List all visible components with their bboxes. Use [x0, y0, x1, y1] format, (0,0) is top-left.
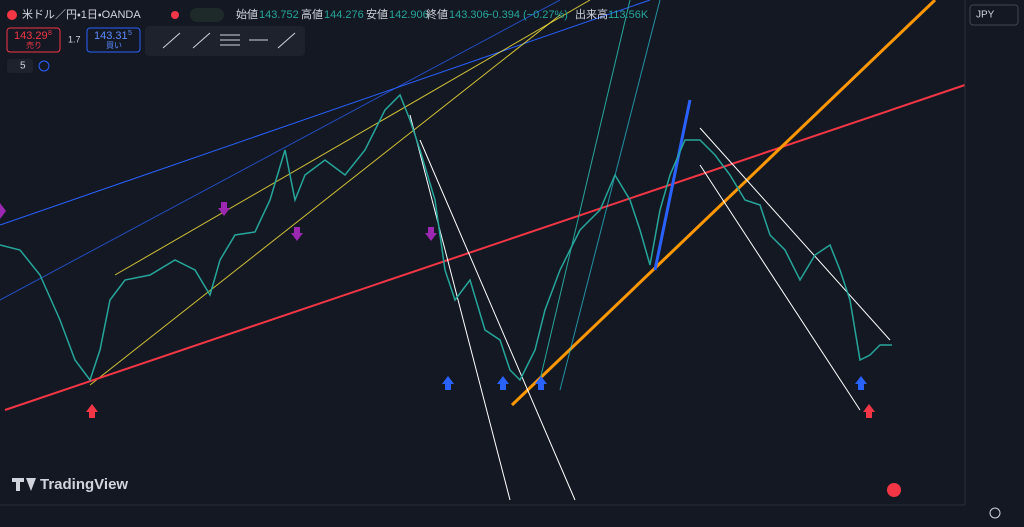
arrow-up: [442, 376, 454, 390]
trendline: [699, 164, 861, 411]
drawings: [0, 0, 966, 501]
high-label: 高値: [301, 7, 323, 21]
sell-price[interactable]: 143.29: [14, 30, 48, 42]
change: −0.394 (−0.27%): [486, 9, 568, 21]
arrow-down: [425, 227, 437, 241]
indicator-icon[interactable]: [38, 60, 50, 72]
trendline: [89, 14, 561, 386]
tool-icon[interactable]: [277, 32, 296, 49]
buy-button[interactable]: [86, 27, 141, 53]
trendline: [653, 99, 692, 271]
logo: TradingView: [40, 476, 128, 493]
tool-icons: [162, 32, 296, 49]
currency-button[interactable]: [969, 4, 1019, 26]
trendline: [419, 139, 576, 501]
arrow-down: [291, 227, 303, 241]
buy-price[interactable]: 143.31: [94, 30, 128, 42]
status-pill: [190, 8, 224, 22]
arrow-up: [497, 376, 509, 390]
trendline: [409, 114, 511, 501]
signal-arrows: [0, 202, 875, 418]
logo-icon: [12, 478, 36, 491]
buy-sup[interactable]: 5: [128, 30, 132, 37]
arrow-up: [855, 376, 867, 390]
open: 143.752: [259, 9, 299, 21]
indicator-toggle[interactable]: [7, 59, 33, 73]
arrow-up: [535, 376, 547, 390]
trendline: [510, 0, 937, 407]
price-axis: [965, 0, 1024, 505]
tool-icon[interactable]: [192, 32, 211, 49]
sell-label[interactable]: 売り: [26, 40, 42, 50]
low-label: 安値: [366, 8, 388, 21]
trendline: [559, 0, 661, 391]
arrow-down: [218, 202, 230, 216]
arrow-up: [863, 404, 875, 418]
flag-icon: [7, 10, 17, 20]
buy-label[interactable]: 買い: [106, 41, 122, 50]
trendline: [539, 0, 631, 381]
open-label: 始値: [236, 7, 258, 21]
indicator-count[interactable]: 5: [20, 61, 26, 72]
close: 143.306: [449, 9, 489, 21]
currency[interactable]: JPY: [976, 10, 995, 21]
price-path: [0, 93, 892, 382]
trendline: [4, 84, 966, 411]
trendline: [114, 0, 591, 276]
arrow-down: [0, 203, 6, 219]
high: 144.276: [324, 9, 364, 21]
status-dot: [171, 11, 179, 19]
symbol: 米ドル／円・1日・OANDA: [22, 8, 141, 21]
close-label: 終値: [426, 8, 448, 21]
volume: 113.56K: [608, 9, 649, 21]
trendline: [0, 0, 651, 226]
event-icon[interactable]: [887, 483, 901, 497]
low: 142.906: [389, 9, 429, 21]
drawing-toolbar: [145, 26, 305, 56]
trendline: [0, 0, 561, 301]
trendline: [699, 127, 891, 341]
sell-button[interactable]: [6, 27, 61, 53]
volume-label: 出来高: [575, 7, 608, 21]
sell-sup[interactable]: 8: [48, 30, 52, 37]
settings-icon[interactable]: [989, 507, 1001, 519]
arrow-up: [86, 404, 98, 418]
tool-icon[interactable]: [162, 32, 181, 49]
spread: 1.7: [68, 34, 81, 44]
